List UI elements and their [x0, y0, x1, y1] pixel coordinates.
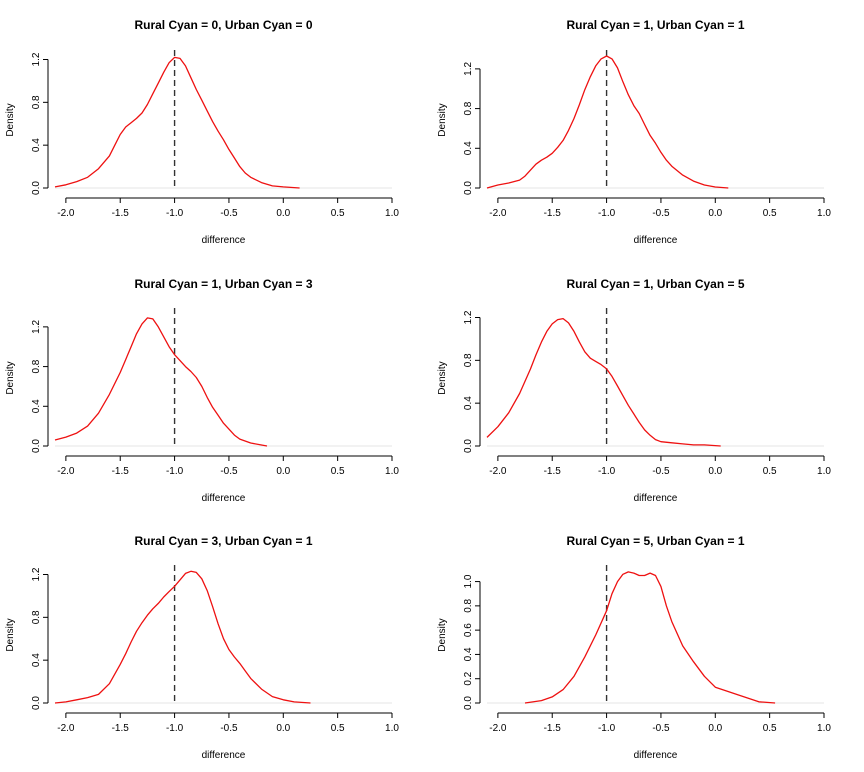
- chart-title: Rural Cyan = 1, Urban Cyan = 3: [134, 277, 312, 291]
- x-tick-label: -1.5: [112, 723, 130, 734]
- y-axis-label: Density: [437, 618, 448, 651]
- x-tick-label: -1.0: [166, 208, 184, 219]
- y-tick-label: 0.4: [31, 653, 42, 667]
- x-tick-label: -1.5: [112, 208, 130, 219]
- y-tick-label: 0.8: [463, 598, 474, 612]
- x-tick-label: -2.0: [57, 208, 75, 219]
- chart-panel-1: Rural Cyan = 0, Urban Cyan = 0 -2.0 -1.5 -1…: [5, 18, 399, 246]
- x-tick-label: -2.0: [57, 466, 75, 477]
- x-tick-label: 0.5: [763, 208, 777, 219]
- x-tick-label: -2.0: [489, 208, 507, 219]
- y-tick-label: 1.0: [463, 574, 474, 588]
- y-tick-label: 0.4: [31, 138, 42, 152]
- x-tick-label: -1.5: [544, 208, 562, 219]
- y-axis-label: Density: [437, 103, 448, 136]
- x-tick-label: -1.0: [598, 723, 616, 734]
- x-tick-label: 1.0: [385, 466, 399, 477]
- density-curve: [54, 317, 268, 447]
- y-tick-label: 0.0: [463, 181, 474, 195]
- x-tick-label: -2.0: [489, 723, 507, 734]
- density-curve: [54, 570, 311, 704]
- chart-panel-3: Rural Cyan = 1, Urban Cyan = 3 -2.0 -1.5 -1…: [5, 277, 399, 504]
- y-axis-label: Density: [5, 618, 16, 651]
- x-axis-label: difference: [634, 235, 678, 246]
- y-tick-label: 0.0: [31, 439, 42, 453]
- chart-panel-6: Rural Cyan = 5, Urban Cyan = 1 -2.0 -1.5 -1…: [437, 534, 831, 761]
- chart-title: Rural Cyan = 1, Urban Cyan = 5: [566, 277, 744, 291]
- y-tick-label: 0.6: [463, 623, 474, 637]
- x-axis-label: difference: [202, 493, 246, 504]
- x-axis-label: difference: [202, 235, 246, 246]
- x-tick-label: -2.0: [57, 723, 75, 734]
- x-tick-label: 1.0: [817, 208, 831, 219]
- x-tick-label: -0.5: [220, 723, 238, 734]
- x-tick-label: 1.0: [817, 723, 831, 734]
- y-tick-label: 0.2: [463, 671, 474, 685]
- chart-title: Rural Cyan = 3, Urban Cyan = 1: [134, 534, 312, 548]
- y-axis-label: Density: [5, 361, 16, 394]
- x-tick-label: -0.5: [220, 466, 238, 477]
- x-tick-label: 0.0: [276, 466, 290, 477]
- x-tick-label: 0.0: [708, 208, 722, 219]
- x-axis-label: difference: [634, 493, 678, 504]
- y-tick-label: 1.2: [463, 61, 474, 75]
- x-axis-label: difference: [202, 750, 246, 761]
- x-tick-label: 0.5: [331, 723, 345, 734]
- chart-panel-5: Rural Cyan = 3, Urban Cyan = 1 -2.0 -1.5 -1…: [5, 534, 399, 761]
- x-tick-label: 1.0: [817, 466, 831, 477]
- x-tick-label: 0.5: [331, 208, 345, 219]
- y-tick-label: 0.8: [31, 95, 42, 109]
- y-axis-label: Density: [5, 103, 16, 136]
- y-tick-label: 1.2: [31, 567, 42, 581]
- y-tick-label: 0.8: [463, 353, 474, 367]
- y-tick-label: 0.0: [463, 696, 474, 710]
- density-curve: [54, 56, 300, 189]
- x-tick-label: -1.0: [166, 723, 184, 734]
- density-curve: [524, 571, 776, 704]
- x-tick-label: -0.5: [652, 208, 670, 219]
- x-tick-label: 0.0: [276, 208, 290, 219]
- x-tick-label: 0.5: [763, 723, 777, 734]
- chart-panel-2: Rural Cyan = 1, Urban Cyan = 1 -2.0 -1.5 -1…: [437, 18, 831, 246]
- y-axis-label: Density: [437, 361, 448, 394]
- x-tick-label: 0.0: [276, 723, 290, 734]
- y-tick-label: 0.0: [31, 696, 42, 710]
- chart-title: Rural Cyan = 1, Urban Cyan = 1: [566, 18, 744, 32]
- x-tick-label: -1.0: [598, 208, 616, 219]
- chart-title: Rural Cyan = 0, Urban Cyan = 0: [134, 18, 312, 32]
- x-tick-label: -0.5: [652, 466, 670, 477]
- x-tick-label: 1.0: [385, 208, 399, 219]
- y-tick-label: 1.2: [463, 310, 474, 324]
- y-tick-label: 0.4: [463, 141, 474, 155]
- y-tick-label: 1.2: [31, 52, 42, 66]
- x-tick-label: 1.0: [385, 723, 399, 734]
- y-tick-label: 0.8: [31, 359, 42, 373]
- x-tick-label: -2.0: [489, 466, 507, 477]
- y-tick-label: 0.0: [31, 181, 42, 195]
- x-tick-label: -1.5: [544, 723, 562, 734]
- chart-panel-4: Rural Cyan = 1, Urban Cyan = 5 -2.0 -1.5 -1…: [437, 277, 831, 504]
- x-tick-label: 0.5: [763, 466, 777, 477]
- y-tick-label: 0.4: [463, 647, 474, 661]
- x-tick-label: -1.5: [112, 466, 130, 477]
- x-tick-label: -1.0: [598, 466, 616, 477]
- density-curve: [486, 317, 721, 447]
- y-tick-label: 0.8: [31, 610, 42, 624]
- y-tick-label: 0.0: [463, 439, 474, 453]
- x-tick-label: -0.5: [652, 723, 670, 734]
- x-axis-label: difference: [634, 750, 678, 761]
- y-tick-label: 1.2: [31, 319, 42, 333]
- y-tick-label: 0.4: [31, 399, 42, 413]
- x-tick-label: 0.0: [708, 466, 722, 477]
- x-tick-label: -0.5: [220, 208, 238, 219]
- x-tick-label: -1.5: [544, 466, 562, 477]
- y-tick-label: 0.8: [463, 101, 474, 115]
- y-tick-label: 0.4: [463, 396, 474, 410]
- x-tick-label: -1.0: [166, 466, 184, 477]
- chart-title: Rural Cyan = 5, Urban Cyan = 1: [566, 534, 744, 548]
- x-tick-label: 0.0: [708, 723, 722, 734]
- density-curve: [486, 55, 729, 189]
- x-tick-label: 0.5: [331, 466, 345, 477]
